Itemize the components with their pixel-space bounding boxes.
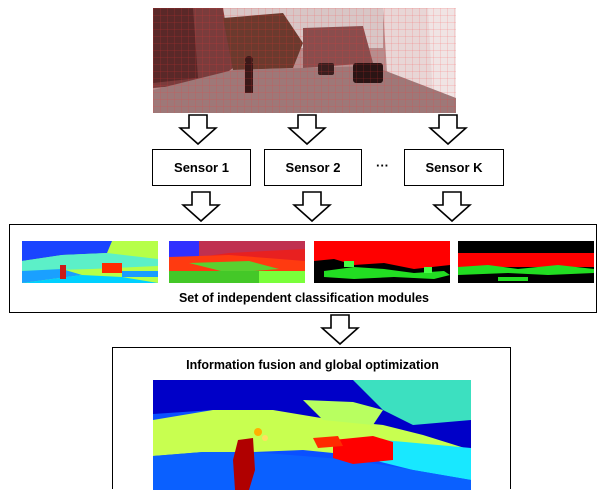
classification-map-4 [458,241,594,283]
sensor-ellipsis: ··· [376,158,389,173]
down-arrow-icon [292,191,332,223]
classification-map-2 [169,241,305,283]
fusion-box: Information fusion and global optimizati… [112,347,511,489]
sensor-2-box: Sensor 2 [264,149,362,186]
down-arrow-icon [287,114,327,146]
modules-caption: Set of independent classification module… [10,291,598,305]
fused-classification-map [153,380,471,490]
fusion-caption: Information fusion and global optimizati… [113,358,512,372]
classification-modules-box: Set of independent classification module… [9,224,597,313]
sensor-2-label: Sensor 2 [286,160,341,175]
sensor-1-box: Sensor 1 [152,149,251,186]
classification-map-3 [314,241,450,283]
down-arrow-icon [178,114,218,146]
down-arrow-icon [181,191,221,223]
down-arrow-icon [432,191,472,223]
sensor-k-box: Sensor K [404,149,504,186]
classification-map-1 [22,241,158,283]
down-arrow-icon [320,314,360,346]
input-street-image [153,8,456,113]
sensor-1-label: Sensor 1 [174,160,229,175]
sensor-k-label: Sensor K [425,160,482,175]
down-arrow-icon [428,114,468,146]
